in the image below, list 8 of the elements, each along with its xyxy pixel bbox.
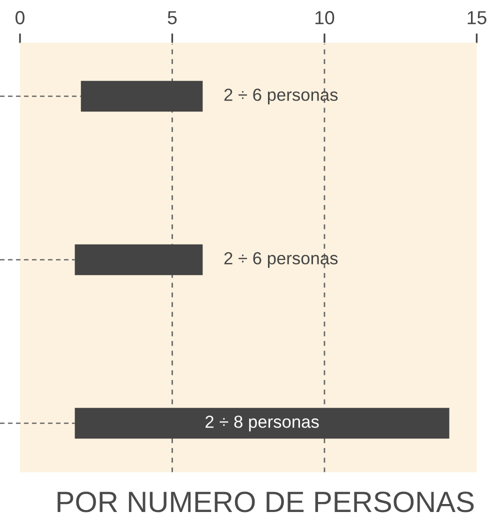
x-tick-label: 0 xyxy=(16,11,24,24)
text: POR NUMERO DE PERSONAS xyxy=(58,492,474,512)
annotation: 2 ÷ 6 personas xyxy=(224,252,338,268)
x-tick-label: 5 xyxy=(168,11,177,24)
annotation: 2 ÷ 6 personas xyxy=(224,88,338,104)
x-tick-label: 10 xyxy=(315,11,334,24)
annotation: 2 ÷ 8 personas xyxy=(206,416,319,432)
x-tick-label: 15 xyxy=(468,11,486,24)
